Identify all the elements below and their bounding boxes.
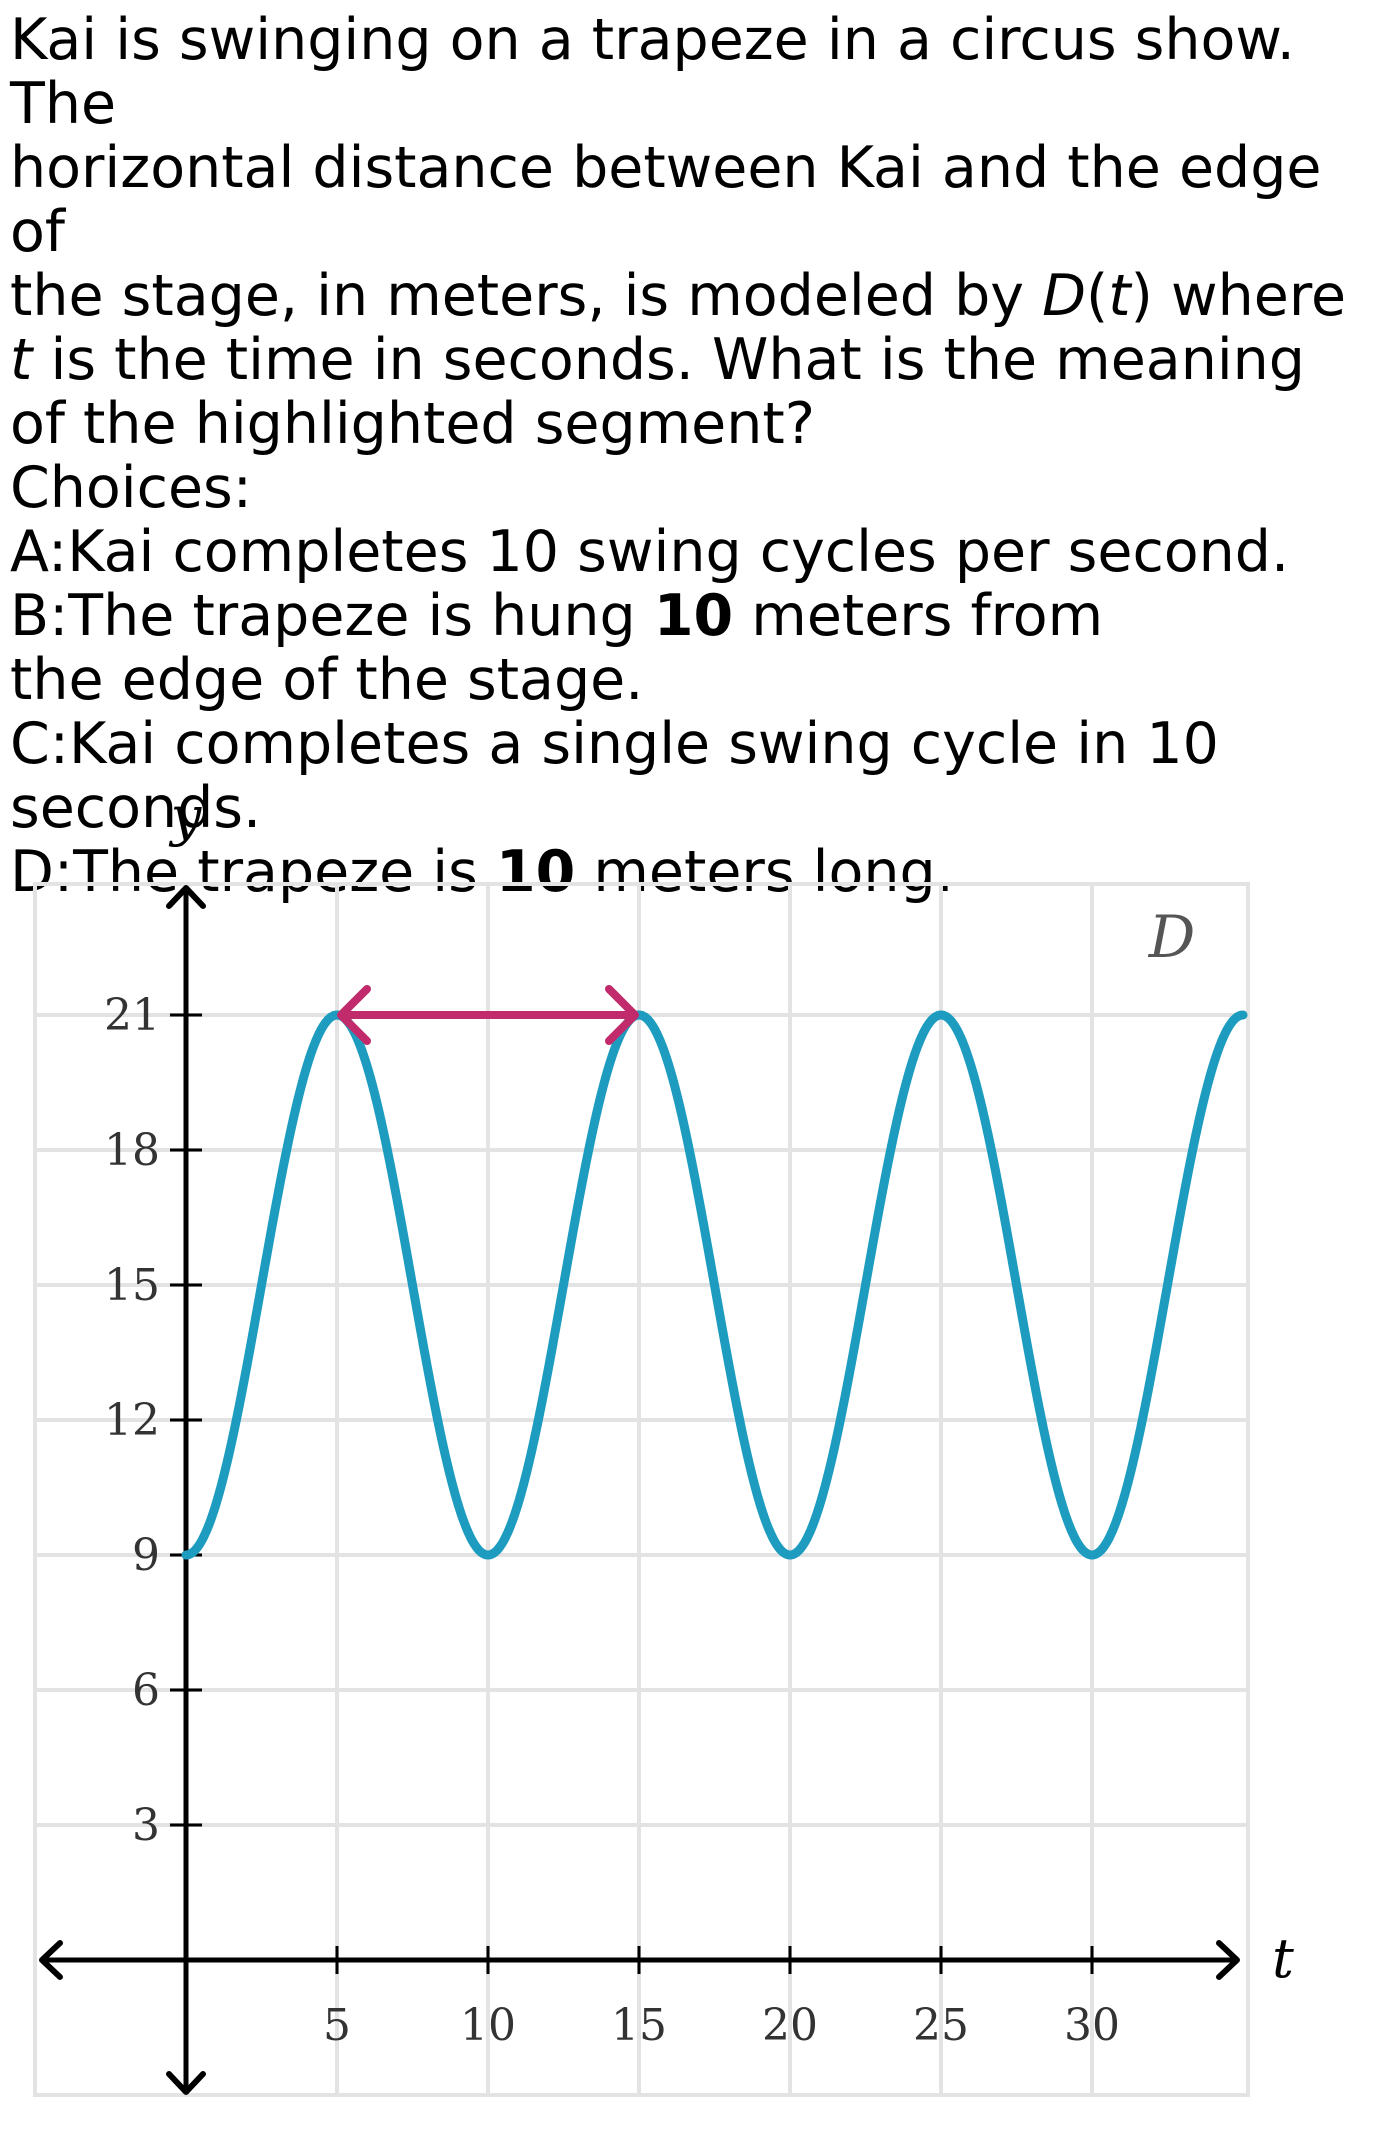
grid-lines bbox=[33, 882, 1250, 2097]
tick-marks bbox=[170, 1013, 1094, 1974]
highlight-group bbox=[337, 985, 639, 1045]
choice-c[interactable]: C:Kai completes a single swing cycle in … bbox=[10, 711, 1219, 777]
curve-group bbox=[181, 1010, 1248, 1560]
y-axis-top-arrowhead bbox=[166, 885, 206, 909]
x-tick-label: 10 bbox=[460, 2000, 516, 2051]
series-label: D bbox=[1148, 903, 1196, 971]
choice-b-continued[interactable]: the edge of the stage. bbox=[10, 647, 644, 713]
segment-left-arrowhead bbox=[337, 985, 371, 1045]
grid-frame bbox=[33, 882, 1250, 2097]
x-axis-right-arrowhead bbox=[1216, 1940, 1240, 1980]
y-tick-label: 21 bbox=[104, 990, 160, 1041]
series-d-curve bbox=[181, 1010, 1248, 1560]
choice-b[interactable]: B:The trapeze is hung 10 meters from bbox=[10, 583, 1104, 649]
x-tick-label: 20 bbox=[762, 2000, 818, 2051]
x-axis-left-arrowhead bbox=[39, 1940, 63, 1980]
choice-c-continued[interactable]: seconds. bbox=[10, 775, 262, 841]
question-line: of the highlighted segment? bbox=[10, 391, 815, 457]
time-variable: t bbox=[1108, 263, 1131, 329]
y-tick-label: 12 bbox=[104, 1395, 160, 1446]
y-tick-label: 18 bbox=[104, 1125, 160, 1176]
y-tick-label: 3 bbox=[132, 1800, 160, 1851]
question-line: the stage, in meters, is modeled by D(t)… bbox=[10, 263, 1347, 329]
x-tick-label: 25 bbox=[913, 2000, 969, 2051]
x-tick-label: 5 bbox=[323, 2000, 351, 2051]
y-tick-label: 9 bbox=[132, 1530, 160, 1581]
tick-labels: 5 10 15 20 25 30 3 6 9 12 15 18 21 bbox=[104, 990, 1120, 2051]
y-tick-label: 6 bbox=[132, 1665, 160, 1716]
choice-d[interactable]: D:The trapeze is 10 meters long. bbox=[10, 839, 954, 905]
sinusoidal-graph: 5 10 15 20 25 30 3 6 9 12 15 18 21 y t D bbox=[33, 790, 1294, 2097]
segment-right-arrowhead bbox=[605, 985, 639, 1045]
question-line: horizontal distance between Kai and the … bbox=[10, 135, 1322, 265]
y-axis-label: y bbox=[169, 790, 203, 848]
x-tick-label: 30 bbox=[1064, 2000, 1120, 2051]
choice-a[interactable]: A:Kai completes 10 swing cycles per seco… bbox=[10, 519, 1290, 585]
time-variable: t bbox=[10, 327, 33, 393]
function-name: D bbox=[1042, 263, 1087, 329]
y-tick-label: 15 bbox=[104, 1260, 160, 1311]
y-axis-bottom-arrowhead bbox=[166, 2071, 206, 2095]
x-axis-label: t bbox=[1272, 1927, 1294, 1990]
question-line: Kai is swinging on a trapeze in a circus… bbox=[10, 7, 1295, 137]
x-tick-label: 15 bbox=[611, 2000, 667, 2051]
question-line: t is the time in seconds. What is the me… bbox=[10, 327, 1305, 393]
question-text: Kai is swinging on a trapeze in a circus… bbox=[10, 8, 1380, 904]
choices-heading: Choices: bbox=[10, 455, 252, 521]
